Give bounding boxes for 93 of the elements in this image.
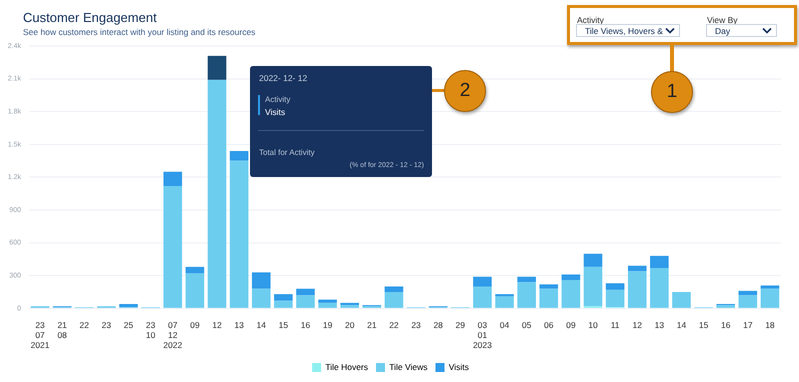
- x-tick-label: 10: [588, 320, 598, 330]
- bar: [672, 292, 691, 308]
- bar: [318, 300, 337, 303]
- bar: [340, 302, 359, 306]
- bar: [716, 305, 735, 308]
- x-tick-label: 29: [456, 320, 466, 330]
- bar: [738, 295, 758, 308]
- legend-label: Visits: [448, 362, 469, 372]
- x-tick-label: 23: [411, 320, 422, 330]
- bar: [186, 266, 204, 274]
- x-tick-label: 07 12 2022: [163, 320, 182, 350]
- annotation: 1: [651, 71, 693, 113]
- bar: [208, 56, 226, 80]
- x-tick-label: 15: [278, 320, 288, 330]
- x-tick-label: 23 07 2021: [30, 320, 50, 350]
- x-tick-label: 03 01 2023: [472, 320, 492, 350]
- bar: [562, 280, 580, 308]
- bar: [760, 288, 780, 308]
- bar: [473, 276, 492, 287]
- x-tick-label: 23 10: [146, 320, 156, 340]
- x-tick-label: 19: [322, 320, 333, 330]
- bar: [760, 285, 780, 289]
- bar: [606, 290, 624, 308]
- x-tick-label: 20: [344, 320, 355, 330]
- x-tick-label: 06: [544, 320, 554, 330]
- x-tick-label: 11: [610, 320, 620, 330]
- bar: [230, 160, 248, 308]
- x-tick-label: 16: [720, 320, 731, 330]
- bar: [252, 272, 271, 289]
- x-tick-label: 12: [212, 320, 222, 330]
- bar: [539, 284, 558, 289]
- bar: [296, 295, 315, 308]
- annotation: Activity: [265, 95, 290, 104]
- chart-subtitle: See how customers interact with your listing and its resources: [23, 27, 256, 37]
- x-tick-label: 04: [500, 320, 510, 330]
- annotation: 2: [444, 70, 486, 112]
- bar: [517, 276, 536, 282]
- x-tick-label: 21 08: [57, 320, 68, 340]
- x-tick-label: 13: [654, 320, 664, 330]
- bar: [163, 172, 182, 186]
- annotation: 2022- 12- 12: [259, 73, 308, 83]
- text: Day: [706, 24, 777, 37]
- bar: [119, 304, 138, 308]
- x-tick-label: 17: [743, 320, 753, 330]
- bar: [252, 288, 271, 308]
- bar: [628, 266, 647, 272]
- bar: [650, 256, 669, 268]
- bar: [384, 286, 404, 292]
- bar: [539, 288, 558, 308]
- bar: [296, 288, 315, 296]
- x-tick-label: 05: [522, 320, 532, 330]
- bar: [650, 268, 669, 308]
- legend-label: Tile Hovers: [325, 362, 368, 372]
- bar: [473, 286, 492, 308]
- legend-label: Tile Views: [389, 362, 428, 372]
- x-tick-label: 09: [566, 320, 576, 330]
- x-tick-label: 23: [102, 320, 112, 330]
- x-tick-label: 16: [300, 320, 310, 330]
- x-tick-label: 15: [698, 320, 709, 330]
- x-tick-label: 13: [234, 320, 244, 330]
- text: Tile Views, Hovers &: [576, 24, 680, 37]
- x-tick-label: 22: [80, 320, 90, 330]
- x-tick-label: 14: [676, 320, 686, 330]
- text: Activity: [577, 15, 604, 25]
- x-tick-label: 21: [367, 320, 377, 330]
- bar: [584, 266, 602, 306]
- bar: [340, 305, 359, 308]
- bar: [384, 292, 404, 308]
- bar: [186, 273, 204, 308]
- x-tick-label: 25: [124, 320, 134, 330]
- x-tick-label: 28: [433, 320, 444, 330]
- bar: [738, 290, 758, 296]
- bar: [230, 150, 248, 161]
- x-tick-label: 18: [765, 320, 775, 330]
- text: View By: [707, 15, 738, 25]
- bar: [562, 274, 580, 280]
- x-tick-label: 14: [256, 320, 266, 330]
- bar: [318, 302, 337, 308]
- annotation: Visits: [265, 107, 286, 117]
- bar: [495, 296, 514, 308]
- bar: [606, 283, 624, 290]
- x-tick-label: 12: [632, 320, 642, 330]
- annotation: Total for Activity: [259, 148, 315, 157]
- bar: [274, 294, 293, 301]
- bar: [584, 254, 602, 267]
- bar: [163, 186, 182, 308]
- bar: [274, 300, 293, 308]
- x-tick-label: 09: [190, 320, 200, 330]
- chart-title: Customer Engagement: [23, 10, 157, 25]
- x-tick-label: 22: [389, 320, 399, 330]
- bar: [517, 282, 536, 308]
- bar: [208, 80, 226, 308]
- bar: [628, 271, 647, 308]
